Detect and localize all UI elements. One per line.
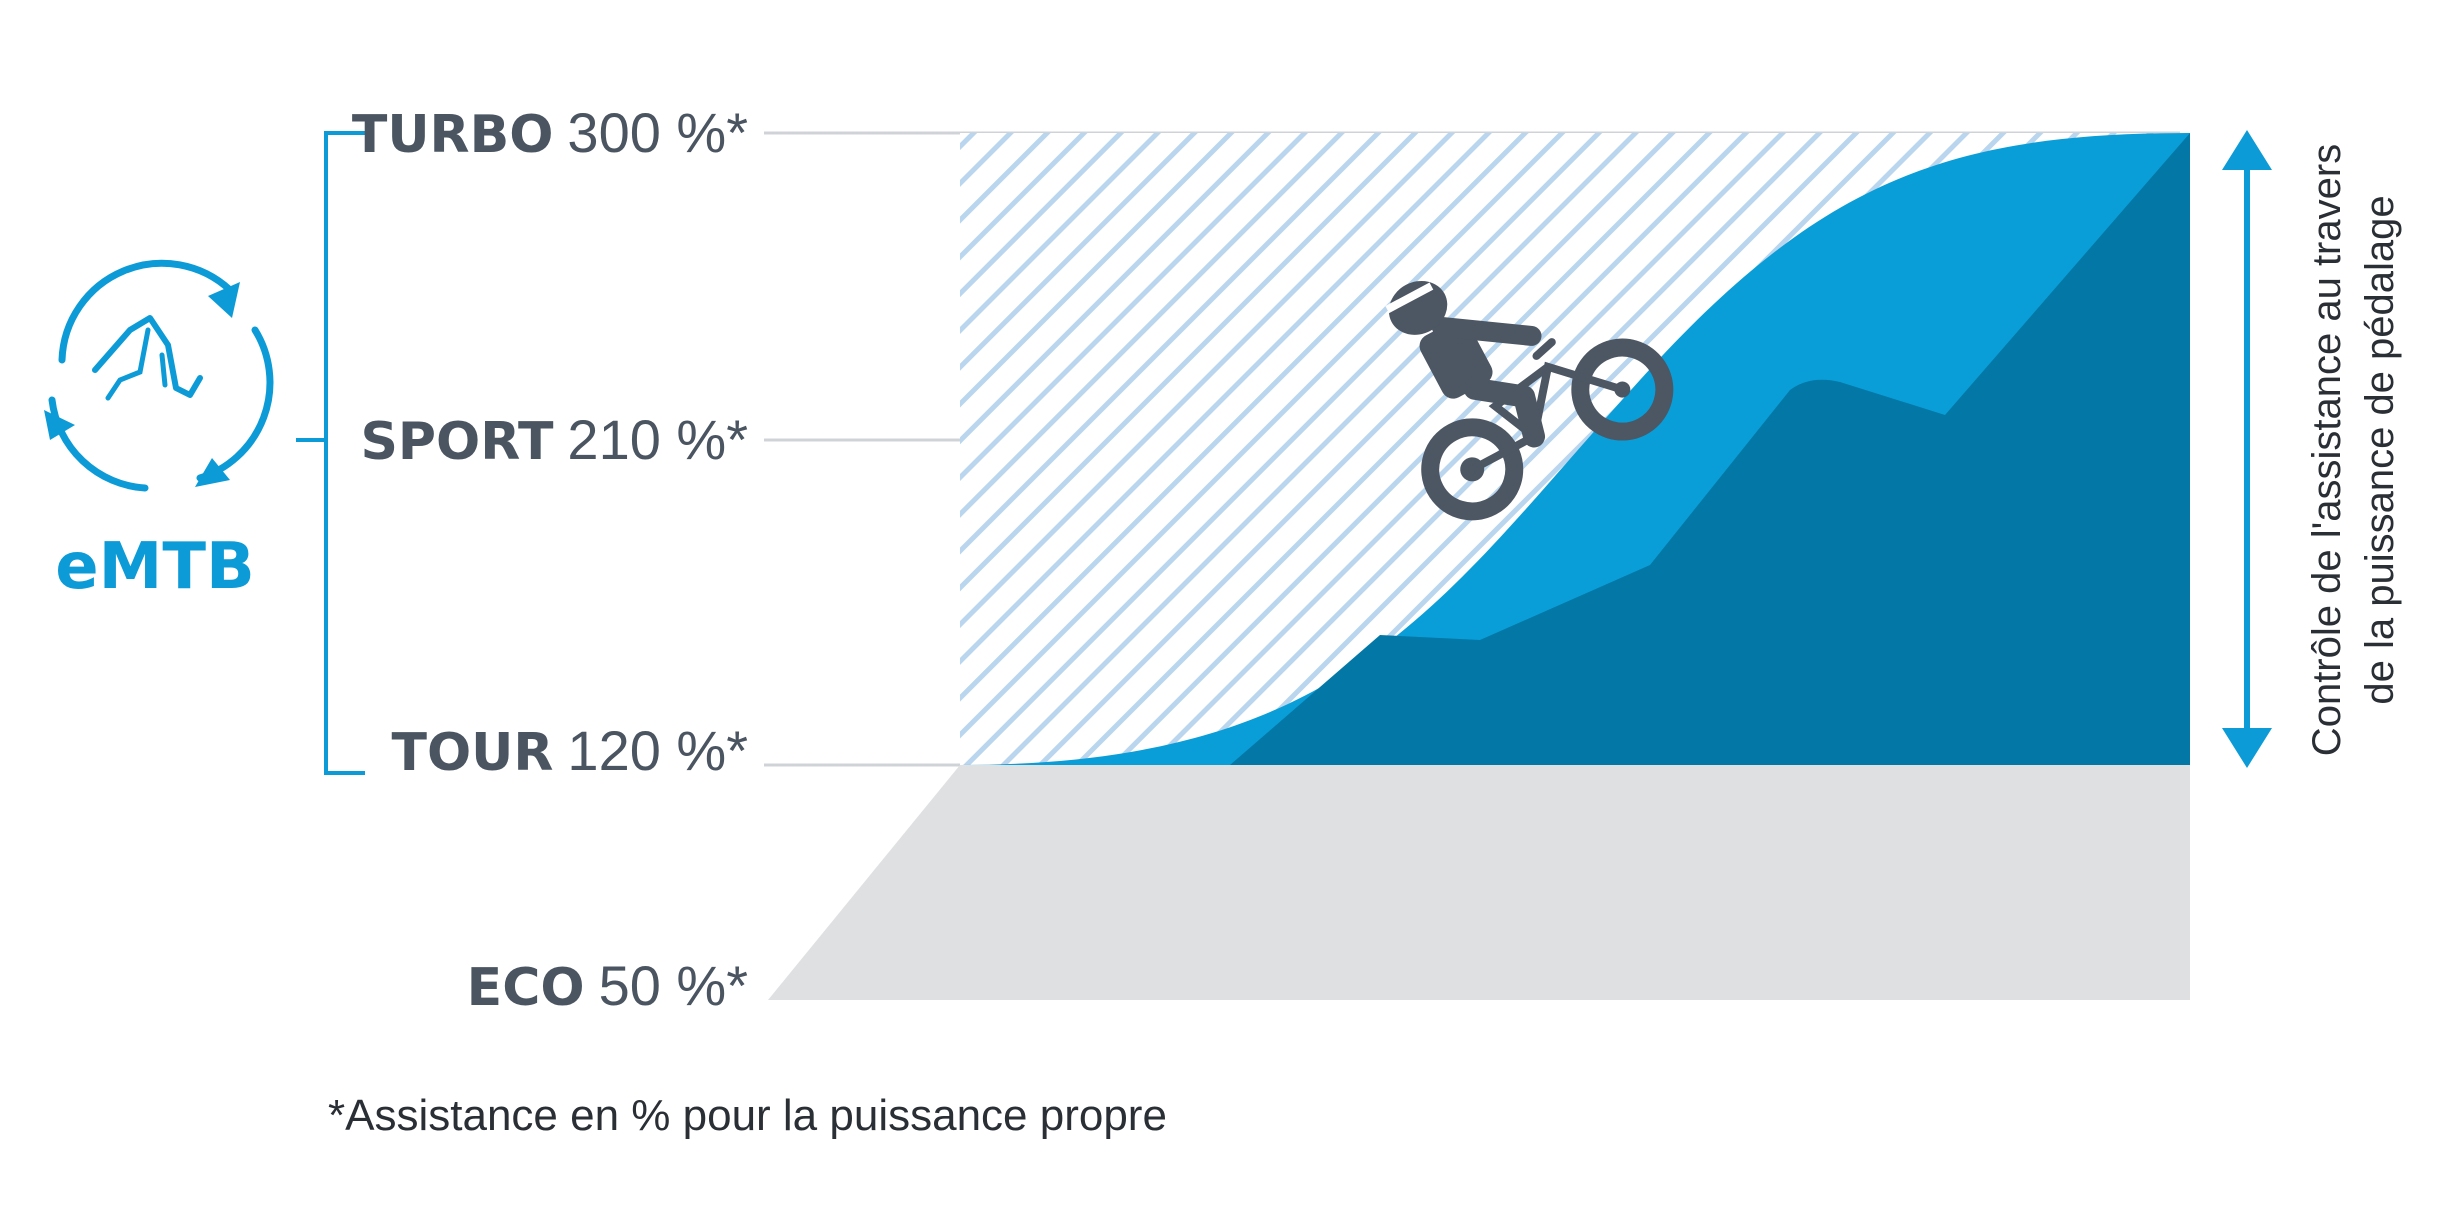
double-headed-arrow-icon xyxy=(2222,130,2272,768)
footnote: *Assistance en % pour la puissance propr… xyxy=(328,1091,1167,1140)
level-eco-label: ECO 50 %* xyxy=(467,954,748,1018)
side-label-line2: de la puissance de pédalage xyxy=(2358,195,2402,704)
level-sport-label: SPORT 210 %* xyxy=(360,408,748,472)
level-eco-name: ECO xyxy=(467,958,585,1018)
level-tour-label: TOUR 120 %* xyxy=(391,719,748,783)
level-sport-value: 210 %* xyxy=(567,408,748,471)
level-tour-value: 120 %* xyxy=(567,719,748,782)
side-label-line1: Contrôle de l'assistance au travers xyxy=(2305,144,2349,756)
level-turbo-label: TURBO 300 %* xyxy=(352,101,748,165)
level-sport-name: SPORT xyxy=(360,412,553,472)
level-turbo-value: 300 %* xyxy=(567,101,748,164)
mountain-biker-icon xyxy=(1385,280,1674,521)
level-tour-name: TOUR xyxy=(391,723,553,783)
level-turbo-name: TURBO xyxy=(352,105,554,165)
brand-label: eMTB xyxy=(55,530,255,604)
mountain-terrain xyxy=(1230,133,2190,765)
level-eco-value: 50 %* xyxy=(599,954,748,1017)
emtb-bracket xyxy=(296,131,365,775)
eco-area xyxy=(768,765,2190,1000)
emtb-cycle-arrows-icon xyxy=(44,259,274,492)
